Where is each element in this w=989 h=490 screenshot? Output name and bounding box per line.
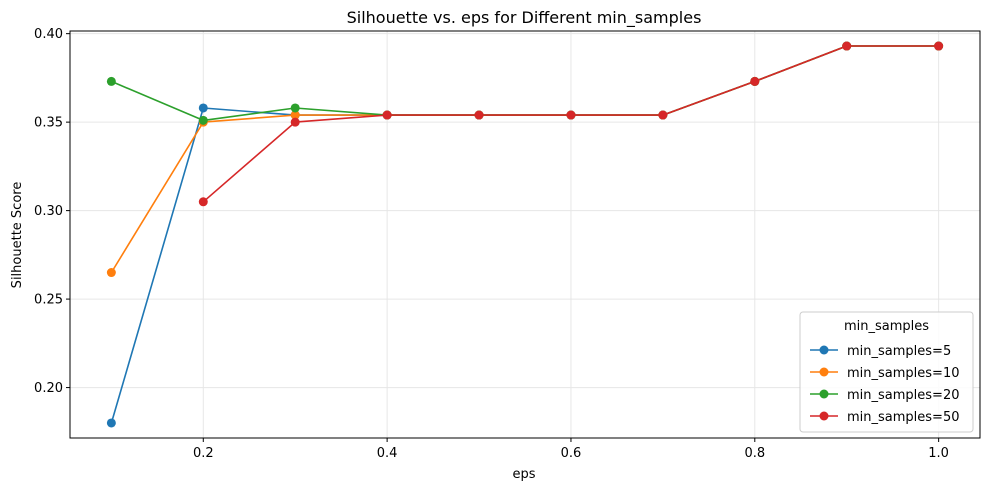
legend-swatch-marker: [819, 389, 829, 399]
data-point: [106, 76, 116, 86]
legend-entry-label: min_samples=20: [847, 388, 960, 403]
legend-swatch-marker: [819, 367, 829, 377]
x-tick-label: 1.0: [928, 446, 949, 461]
data-point: [658, 110, 668, 120]
y-tick-label: 0.30: [34, 204, 63, 219]
x-tick-label: 0.8: [744, 446, 765, 461]
legend: min_samples min_samples=5 min_samples=10mi…: [799, 311, 974, 433]
legend-frame: [799, 311, 974, 433]
data-point: [750, 76, 760, 86]
data-point: [290, 117, 300, 127]
data-point: [290, 110, 300, 120]
y-tick-label: 0.40: [34, 27, 63, 42]
y-tick-label: 0.20: [34, 381, 63, 396]
chart-title: Silhouette vs. eps for Different min_sam…: [347, 8, 702, 28]
data-point: [934, 41, 944, 51]
plot-frame: [69, 30, 981, 439]
y-tick-label: 0.25: [34, 293, 63, 308]
legend-entry-label: min_samples=10: [847, 366, 960, 381]
legend-title: min_samples: [844, 319, 929, 334]
x-tick-label: 0.6: [561, 446, 582, 461]
data-point: [106, 418, 116, 428]
tick-layer: 0.2 0.4 0.6 0.8 1.0 0.20 0.25 0.30 0.35 0.40: [34, 27, 949, 461]
data-point: [842, 41, 852, 51]
y-tick-label: 0.35: [34, 116, 63, 131]
y-axis-label: Silhouette Score: [10, 182, 25, 289]
data-point: [474, 110, 484, 120]
legend-swatch-marker: [819, 411, 829, 421]
legend-entry-label: min_samples=50: [847, 410, 960, 425]
data-point: [198, 197, 208, 207]
data-point: [198, 103, 208, 113]
data-point: [290, 103, 300, 113]
x-axis-label: eps: [512, 467, 535, 482]
data-point: [106, 268, 116, 278]
data-point: [566, 110, 576, 120]
data-point: [198, 115, 208, 125]
legend-entry-label: min_samples=5: [847, 344, 951, 359]
legend-swatch-marker: [819, 345, 829, 355]
data-point: [382, 110, 392, 120]
x-tick-label: 0.4: [377, 446, 398, 461]
grid-layer: [70, 31, 980, 438]
series-layer: [106, 41, 944, 428]
x-tick-label: 0.2: [193, 446, 214, 461]
